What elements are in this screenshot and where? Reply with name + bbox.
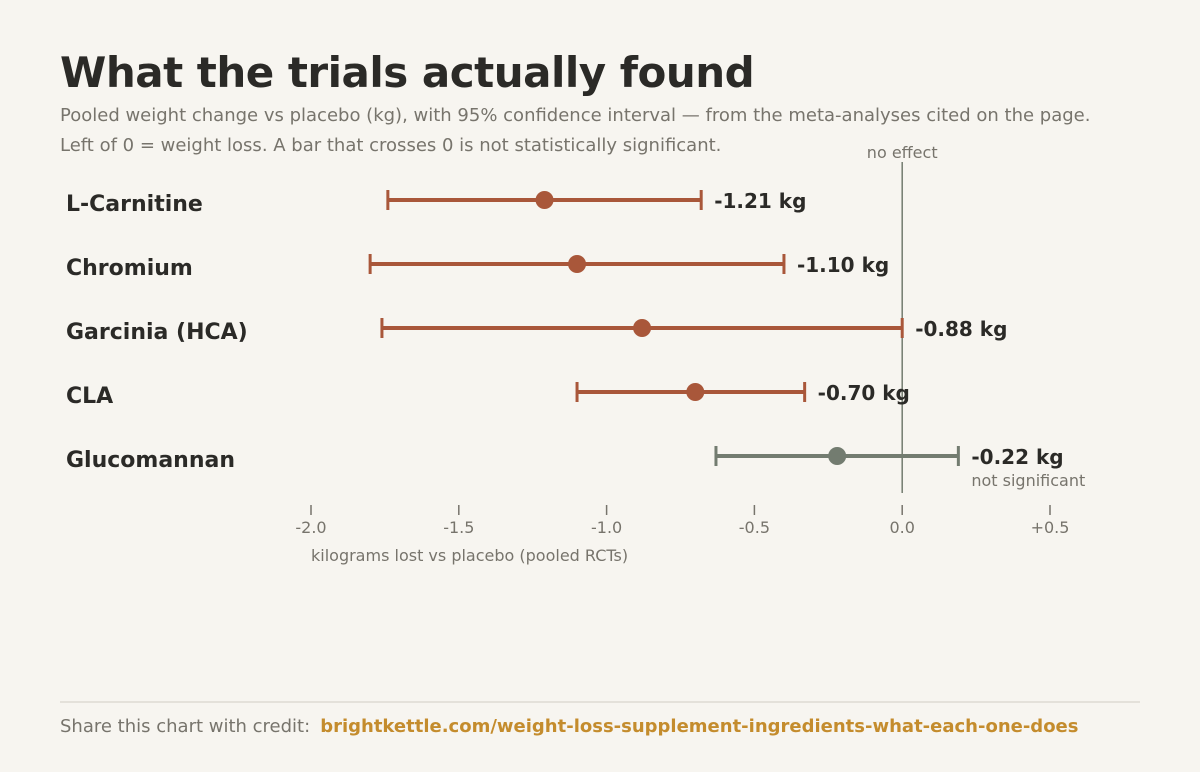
row-label: CLA (66, 384, 113, 409)
x-tick-label: -0.5 (739, 518, 770, 537)
credit-label: Share this chart with credit: (60, 716, 311, 737)
credit-link[interactable]: brightkettle.com/weight-loss-supplement-… (320, 716, 1079, 737)
value-label: -1.10 kg (797, 253, 889, 277)
row-label: L-Carnitine (66, 192, 203, 217)
point-estimate (686, 383, 705, 401)
subtitle-line-1: Pooled weight change vs placebo (kg), wi… (60, 105, 1091, 126)
x-tick-label: 0.0 (889, 518, 914, 537)
point-estimate (633, 319, 652, 337)
point-estimate (828, 447, 847, 465)
value-label: -0.88 kg (915, 317, 1007, 341)
footer-divider (60, 701, 1140, 703)
footer-credit: Share this chart with credit: brightkettl… (60, 716, 1078, 737)
row-label: Glucomannan (66, 448, 235, 473)
x-tick-label: +0.5 (1031, 518, 1070, 537)
forest-plot: no effect L-Carnitine -1.21 kg Chromium -1.1… (66, 143, 1085, 565)
chart-title: What the trials actually found (60, 48, 755, 97)
subtitle-line-2: Left of 0 = weight loss. A bar that cros… (60, 135, 722, 156)
value-label: -1.21 kg (714, 189, 806, 213)
x-tick-label: -1.5 (443, 518, 474, 537)
significance-note: not significant (971, 471, 1085, 490)
reference-line-label: no effect (867, 143, 938, 162)
x-tick-label: -1.0 (591, 518, 622, 537)
chart-subtitle: Pooled weight change vs placebo (kg), wi… (60, 101, 1160, 161)
row-label: Garcinia (HCA) (66, 320, 248, 345)
value-label: -0.70 kg (818, 381, 910, 405)
x-axis-label: kilograms lost vs placebo (pooled RCTs) (311, 546, 628, 565)
x-tick-label: -2.0 (295, 518, 326, 537)
row-label: Chromium (66, 256, 193, 281)
point-estimate (568, 255, 587, 273)
point-estimate (535, 191, 554, 209)
value-label: -0.22 kg (971, 445, 1063, 469)
